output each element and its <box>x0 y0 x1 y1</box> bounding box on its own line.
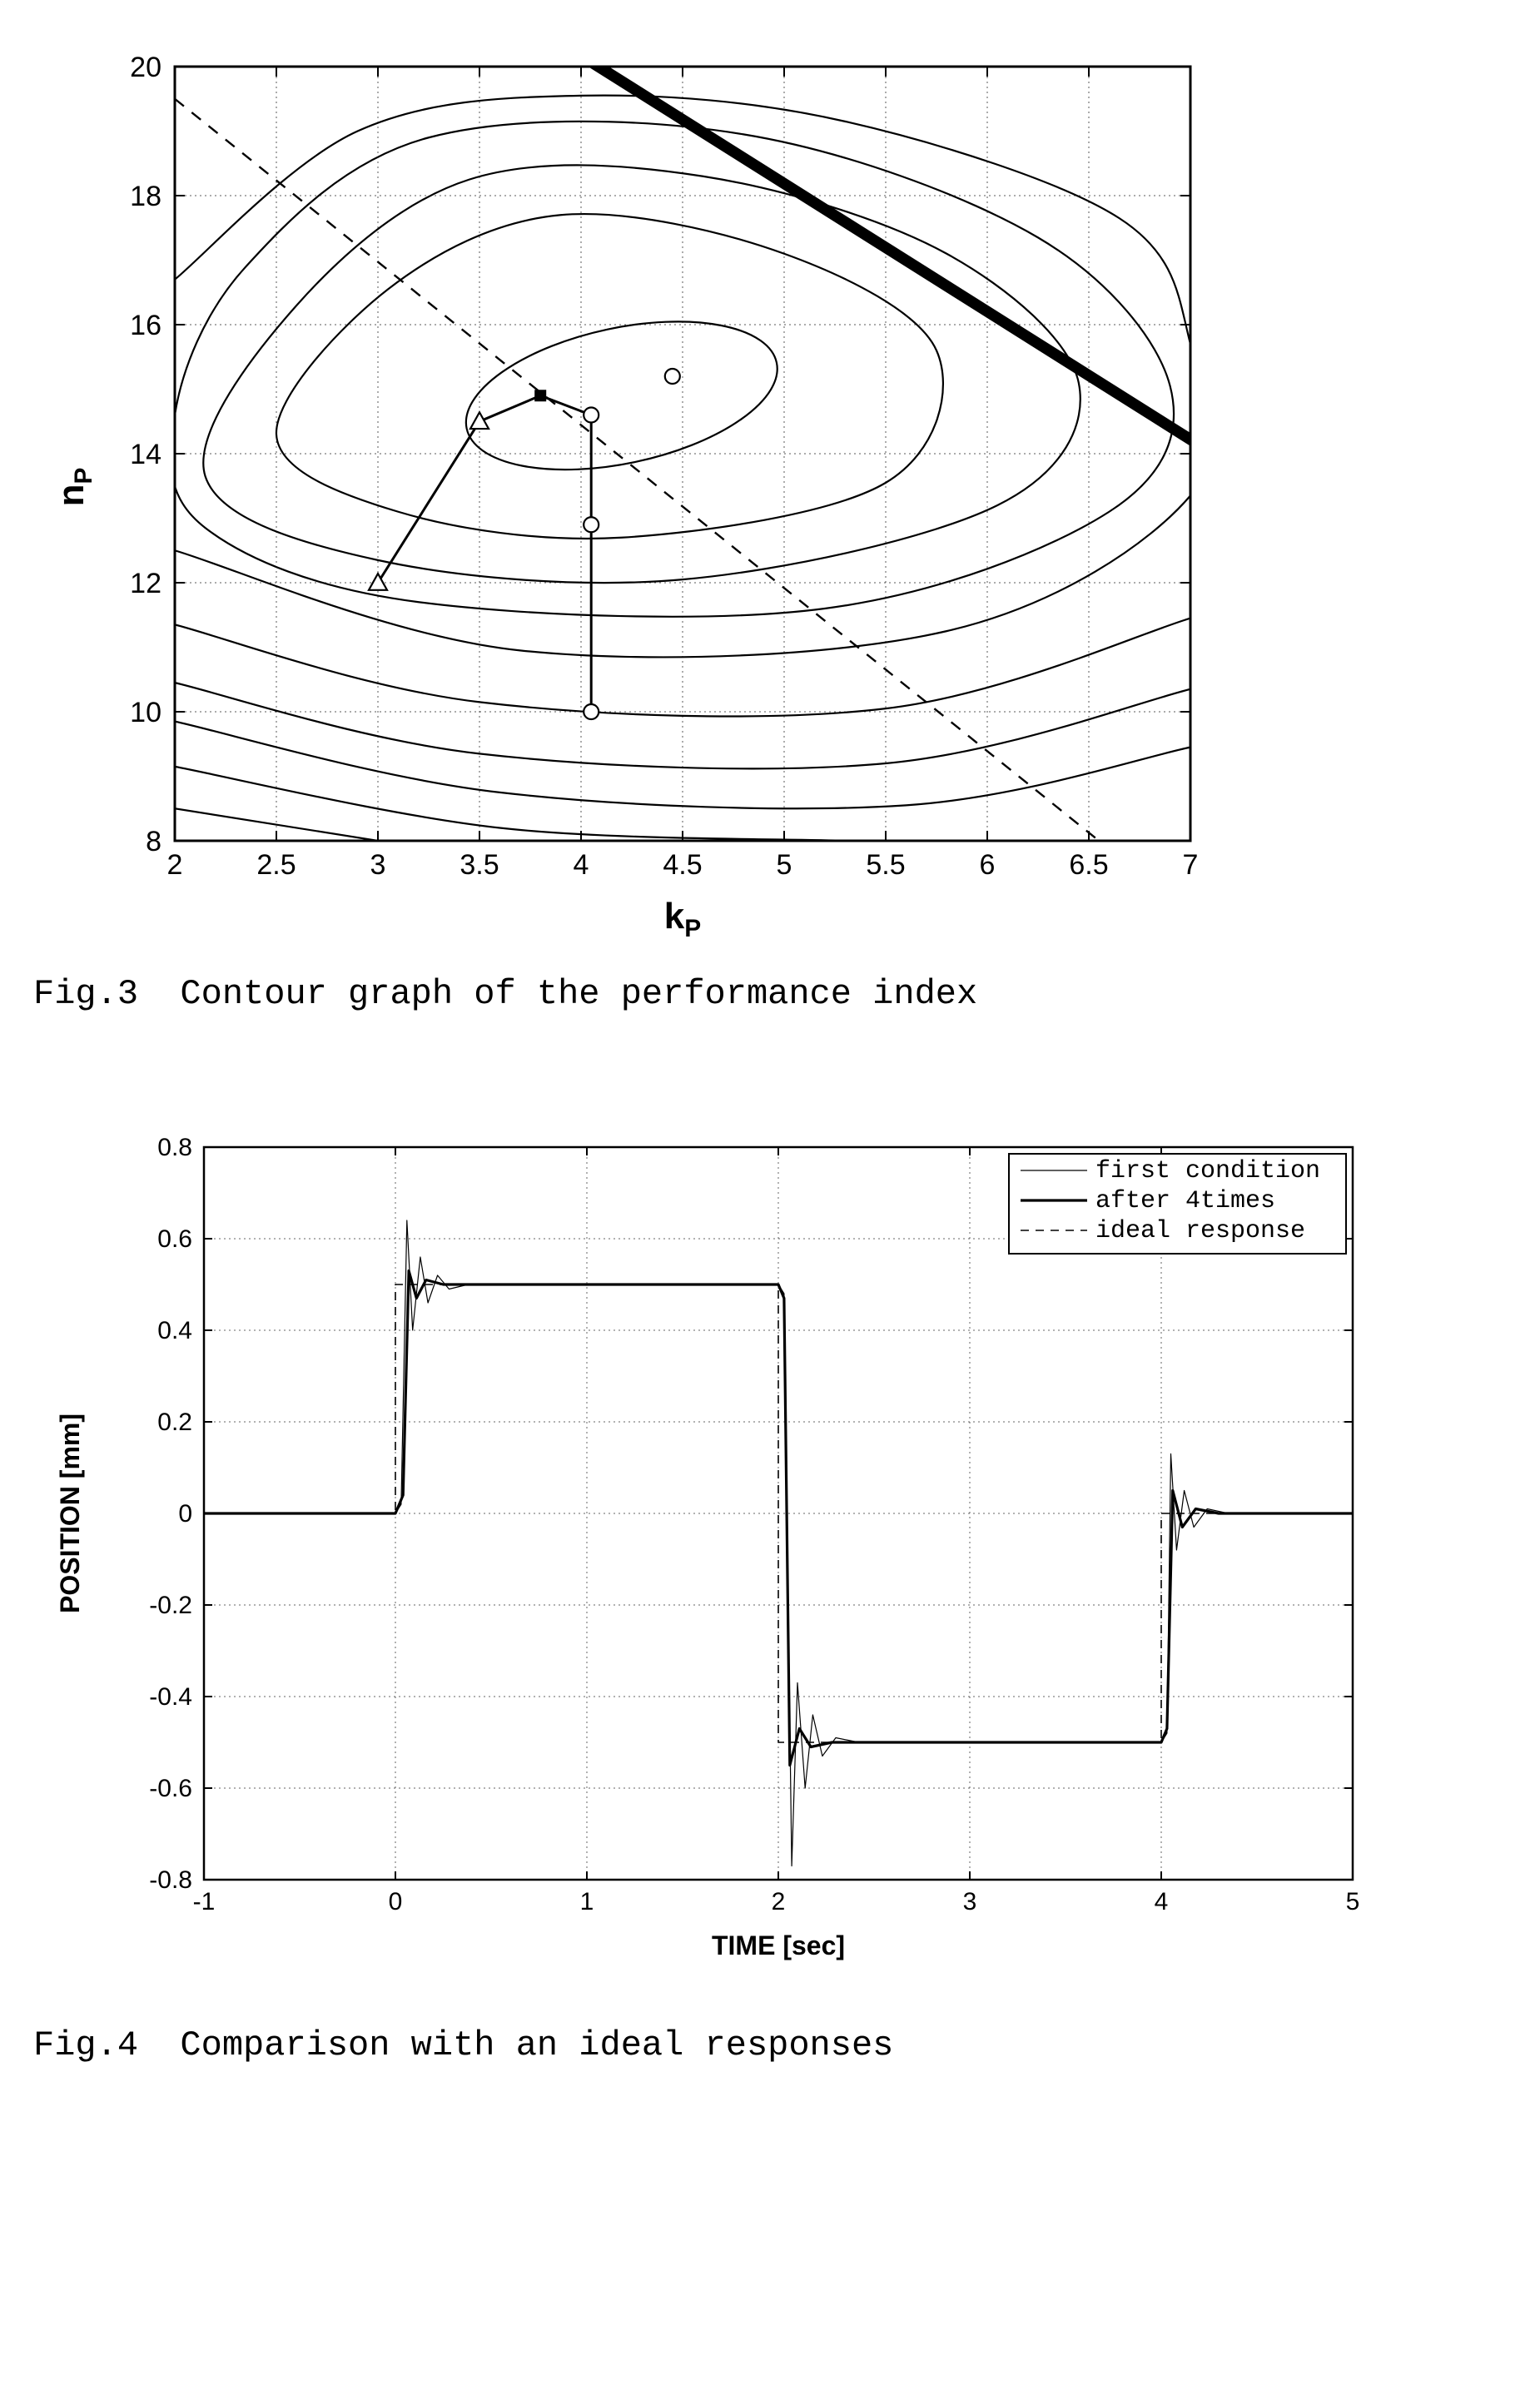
svg-text:6.5: 6.5 <box>1069 849 1108 881</box>
svg-text:ideal response: ideal response <box>1095 1217 1305 1245</box>
fig3-plot: 2 2.5 3 3.5 4 4.5 5 5.5 6 6.5 7 8 10 12 14 16 18 20 nP k… <box>33 33 1240 953</box>
svg-text:0.6: 0.6 <box>157 1225 192 1253</box>
svg-text:-0.2: -0.2 <box>149 1592 192 1619</box>
svg-text:5: 5 <box>777 849 792 881</box>
svg-text:0.2: 0.2 <box>157 1409 192 1436</box>
svg-text:18: 18 <box>130 181 161 212</box>
svg-text:-0.8: -0.8 <box>149 1866 192 1894</box>
svg-text:3: 3 <box>963 1888 977 1915</box>
svg-text:7: 7 <box>1183 849 1199 881</box>
svg-text:3: 3 <box>370 849 386 881</box>
y-axis-label: POSITION [mm] <box>55 1414 85 1613</box>
svg-text:5.5: 5.5 <box>866 849 905 881</box>
svg-text:8: 8 <box>146 826 161 857</box>
svg-text:first condition: first condition <box>1095 1157 1320 1185</box>
svg-text:0.8: 0.8 <box>157 1134 192 1161</box>
svg-text:3.5: 3.5 <box>460 849 499 881</box>
svg-text:0: 0 <box>389 1888 403 1915</box>
y-ticks: -0.8 -0.6 -0.4 -0.2 0 0.2 0.4 0.6 0.8 <box>149 1134 192 1894</box>
svg-text:2: 2 <box>167 849 183 881</box>
fig4-plot: first condition after 4timesideal respon… <box>33 1114 1407 2005</box>
svg-text:20: 20 <box>130 52 161 83</box>
svg-text:0.4: 0.4 <box>157 1317 192 1344</box>
svg-text:5: 5 <box>1346 1888 1360 1915</box>
svg-text:-0.6: -0.6 <box>149 1775 192 1802</box>
svg-text:14: 14 <box>130 439 161 470</box>
svg-text:10: 10 <box>130 697 161 728</box>
svg-text:2: 2 <box>772 1888 786 1915</box>
legend: first condition after 4timesideal respon… <box>1009 1154 1346 1254</box>
figure-4: first condition after 4timesideal respon… <box>33 1114 1507 2065</box>
svg-text:-0.4: -0.4 <box>149 1683 192 1711</box>
svg-text:2.5: 2.5 <box>256 849 296 881</box>
svg-text:-1: -1 <box>193 1888 216 1915</box>
fig4-caption: Fig.4 Comparison with an ideal responses <box>33 2025 1507 2065</box>
y-ticks: 8 10 12 14 16 18 20 <box>130 52 161 857</box>
svg-text:6: 6 <box>980 849 996 881</box>
svg-text:after 4times: after 4times <box>1095 1187 1275 1215</box>
x-ticks: 2 2.5 3 3.5 4 4.5 5 5.5 6 6.5 7 <box>167 849 1199 881</box>
x-axis-label: kP <box>664 896 701 942</box>
svg-text:1: 1 <box>580 1888 594 1915</box>
svg-text:4: 4 <box>1155 1888 1169 1915</box>
svg-text:4: 4 <box>574 849 589 881</box>
svg-text:4.5: 4.5 <box>663 849 702 881</box>
svg-text:0: 0 <box>178 1500 192 1528</box>
svg-text:12: 12 <box>130 568 161 599</box>
svg-text:16: 16 <box>130 310 161 341</box>
x-ticks: -1 0 1 2 3 4 5 <box>193 1888 1360 1915</box>
y-axis-label: nP <box>51 468 97 507</box>
x-axis-label: TIME [sec] <box>712 1930 845 1960</box>
figure-3: 2 2.5 3 3.5 4 4.5 5 5.5 6 6.5 7 8 10 12 14 16 18 20 nP k… <box>33 33 1507 1014</box>
fig3-caption: Fig.3 Contour graph of the performance i… <box>33 974 1507 1014</box>
